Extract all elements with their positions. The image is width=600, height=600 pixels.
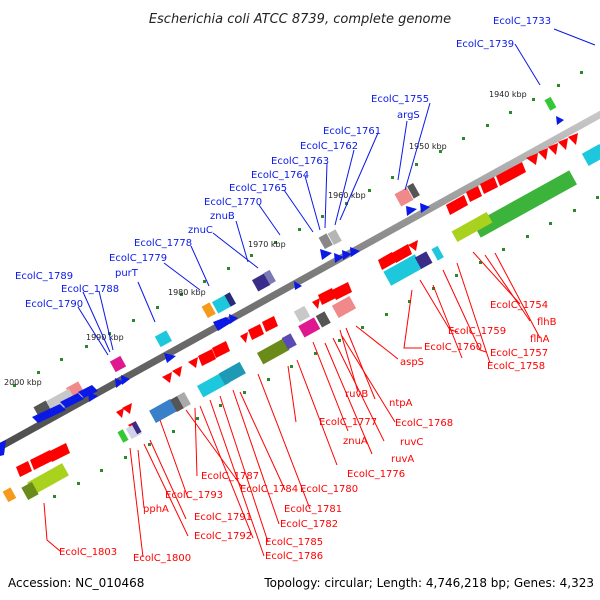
gene-label-reverse: znuA [343, 436, 368, 447]
gene-label-reverse: ntpA [389, 398, 413, 409]
kbp-label-1960: 1960 kbp [328, 191, 366, 200]
gene-label-reverse: EcolC_1800 [133, 553, 191, 564]
gene-label-reverse: EcolC_1793 [165, 490, 223, 501]
gene-label-forward: EcolC_1761 [323, 126, 381, 137]
genome-title: Escherichia coli ATCC 8739, complete gen… [149, 12, 451, 27]
gene-label-forward: EcolC_1770 [204, 197, 262, 208]
gene-label-reverse: pphA [143, 504, 169, 515]
red-leaders [43, 251, 541, 558]
gene-label-forward: EcolC_1739 [456, 39, 514, 50]
upper-features [32, 96, 564, 423]
gene-label-reverse: EcolC_1777 [319, 417, 377, 428]
gene-label-reverse: flhB [537, 317, 557, 328]
gene-label-reverse: ruvC [400, 437, 423, 448]
gene-labels: EcolC_1733 EcolC_1739 EcolC_1755 argS EcolC_… [15, 16, 557, 564]
gene-label-reverse: EcolC_1776 [347, 469, 405, 480]
accession-text: Accession: NC_010468 [8, 576, 144, 590]
gene-label-forward: EcolC_1733 [493, 16, 551, 27]
gene-label-forward: EcolC_1779 [109, 253, 167, 264]
gene-label-reverse: EcolC_1803 [59, 547, 117, 558]
gene-label-forward: EcolC_1789 [15, 271, 73, 282]
gene-label-reverse: ruvA [391, 454, 414, 465]
gene-label-forward: EcolC_1788 [61, 284, 119, 295]
gene-label-reverse: EcolC_1757 [490, 348, 548, 359]
blue-leaders [77, 28, 596, 356]
gene-label-reverse: EcolC_1780 [300, 484, 358, 495]
gene-label-reverse: EcolC_1782 [280, 519, 338, 530]
gene-label-reverse: EcolC_1791 [194, 512, 252, 523]
gene-label-forward: znuB [210, 211, 235, 222]
gene-label-reverse: flhA [530, 334, 550, 345]
gene-label-reverse: ruvB [345, 389, 368, 400]
kbp-label-2000: 2000 kbp [4, 378, 42, 387]
gene-label-reverse: EcolC_1792 [194, 531, 252, 542]
gene-label-reverse: EcolC_1787 [201, 471, 259, 482]
topology-text: Topology: circular; Length: 4,746,218 bp… [263, 576, 594, 590]
gene-label-reverse: EcolC_1786 [265, 551, 323, 562]
gene-label-forward: znuC [188, 225, 213, 236]
gene-label-forward: purT [115, 268, 139, 279]
genome-backbone [0, 110, 600, 451]
gene-label-reverse: EcolC_1760 [424, 342, 482, 353]
kbp-label-1980: 1980 kbp [168, 288, 206, 297]
gene-label-forward: EcolC_1765 [229, 183, 287, 194]
gene-label-reverse: EcolC_1784 [240, 484, 298, 495]
lower-features [0, 133, 600, 503]
gene-label-reverse: EcolC_1781 [284, 504, 342, 515]
gene-label-reverse: EcolC_1754 [490, 300, 548, 311]
gene-label-reverse: EcolC_1758 [487, 361, 545, 372]
gene-label-reverse: EcolC_1768 [395, 418, 453, 429]
gene-label-forward: EcolC_1762 [300, 141, 358, 152]
gene-label-reverse: EcolC_1785 [265, 537, 323, 548]
gene-label-forward: EcolC_1763 [271, 156, 329, 167]
kbp-label-1940: 1940 kbp [489, 90, 527, 99]
gene-label-reverse: aspS [400, 357, 424, 368]
gene-label-forward: EcolC_1790 [25, 299, 83, 310]
gene-label-forward: argS [397, 110, 420, 121]
gene-label-forward: EcolC_1778 [134, 238, 192, 249]
gene-label-forward: EcolC_1764 [251, 170, 309, 181]
gene-label-reverse: EcolC_1759 [448, 326, 506, 337]
kbp-label-1970: 1970 kbp [248, 240, 286, 249]
gene-label-forward: EcolC_1755 [371, 94, 429, 105]
kbp-label-1990: 1990 kbp [86, 333, 124, 342]
tick-dots [13, 71, 599, 498]
kbp-label-1950: 1950 kbp [409, 142, 447, 151]
